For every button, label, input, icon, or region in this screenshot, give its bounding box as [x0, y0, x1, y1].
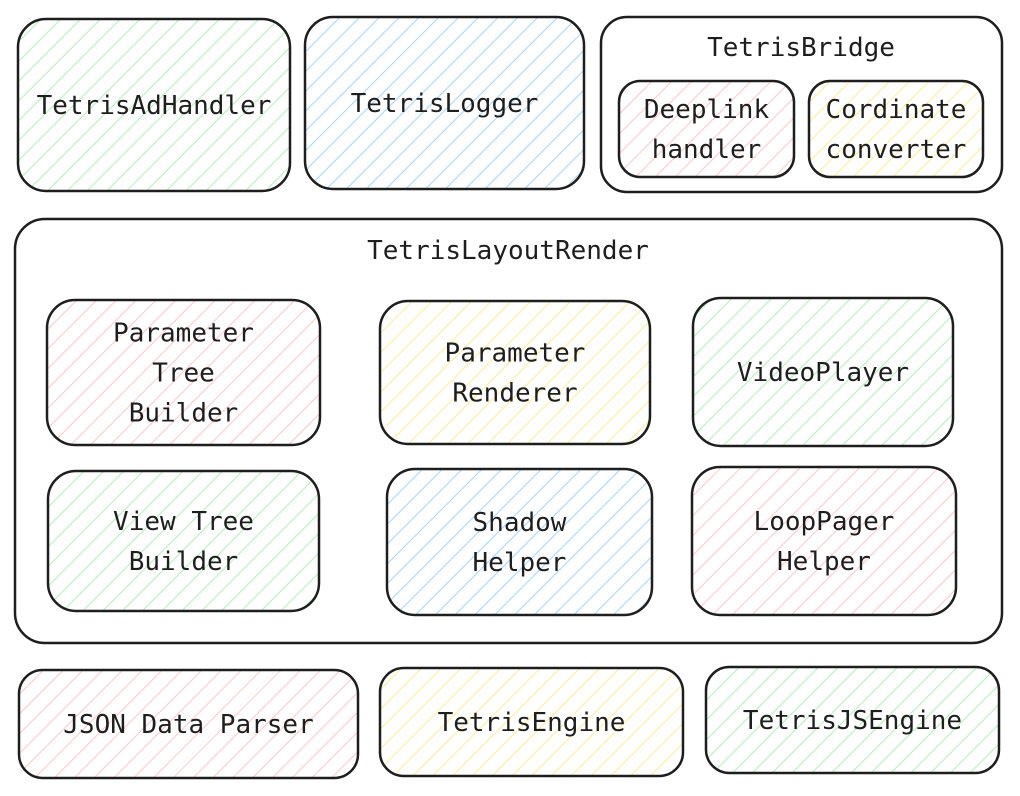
engine-label-line: TetrisEngine	[438, 708, 626, 738]
video-player-shape	[691, 296, 955, 448]
video-player-label-line: VideoPlayer	[737, 358, 909, 388]
param-renderer-label-line: Renderer	[452, 379, 577, 409]
box-json-data-parser: JSON Data Parser	[17, 668, 360, 780]
loop-pager-shape	[690, 465, 958, 617]
box-parameter-tree-builder: Parameter Tree Builder	[45, 298, 322, 447]
loop-pager-label-line: Helper	[777, 547, 871, 577]
shadow-shape	[385, 467, 654, 617]
group-tetris-layout-render-title: TetrisLayoutRender	[367, 236, 649, 266]
box-tetris-engine: TetrisEngine	[378, 666, 685, 778]
loop-pager-label-line: LoopPager	[754, 507, 895, 537]
box-tetris-ad-handler: TetrisAdHandler	[16, 17, 292, 193]
engine-shape	[378, 666, 685, 778]
box-view-tree-builder: View Tree Builder	[46, 469, 321, 613]
group-tetris-bridge-title: TetrisBridge	[707, 33, 895, 63]
box-video-player: VideoPlayer	[691, 296, 955, 448]
ad-handler-label-line: TetrisAdHandler	[37, 91, 272, 121]
box-loop-pager-helper: LoopPager Helper	[690, 465, 958, 617]
param-renderer-shape	[378, 299, 652, 446]
view-tree-label-line: Builder	[129, 547, 239, 577]
view-tree-shape	[46, 469, 321, 613]
deeplink-label-line: Deeplink	[644, 95, 770, 125]
js-engine-label-line: TetrisJSEngine	[743, 706, 962, 736]
param-tree-label-line: Tree	[152, 359, 215, 389]
cordinate-label-line: converter	[826, 135, 967, 165]
box-tetris-js-engine: TetrisJSEngine	[704, 665, 1001, 775]
ad-handler-shape	[16, 17, 292, 193]
box-shadow-helper: Shadow Helper	[385, 467, 654, 617]
logger-shape	[303, 15, 586, 191]
cordinate-label-line: Cordinate	[826, 95, 967, 125]
view-tree-label-line: View Tree	[113, 507, 254, 537]
box-deeplink-handler: Deeplink handler	[617, 79, 796, 179]
json-parser-shape	[17, 668, 360, 780]
group-tetris-layout-render: TetrisLayoutRender	[13, 217, 1004, 645]
json-parser-label-line: JSON Data Parser	[63, 710, 313, 740]
cordinate-shape	[807, 79, 985, 179]
box-cordinate-converter: Cordinate converter	[807, 79, 985, 179]
logger-label-line: TetrisLogger	[351, 89, 539, 119]
param-tree-label-line: Parameter	[113, 319, 254, 349]
js-engine-shape	[704, 665, 1001, 775]
param-tree-shape	[45, 298, 322, 447]
shadow-label-line: Helper	[473, 548, 567, 578]
group-tetris-bridge: TetrisBridge	[599, 15, 1004, 194]
shadow-label-line: Shadow	[473, 508, 567, 538]
deeplink-shape	[617, 79, 796, 179]
deeplink-label-line: handler	[652, 135, 762, 165]
param-renderer-label-line: Parameter	[445, 339, 586, 369]
box-tetris-logger: TetrisLogger	[303, 15, 586, 191]
box-parameter-renderer: Parameter Renderer	[378, 299, 652, 446]
param-tree-label-line: Builder	[129, 399, 239, 429]
